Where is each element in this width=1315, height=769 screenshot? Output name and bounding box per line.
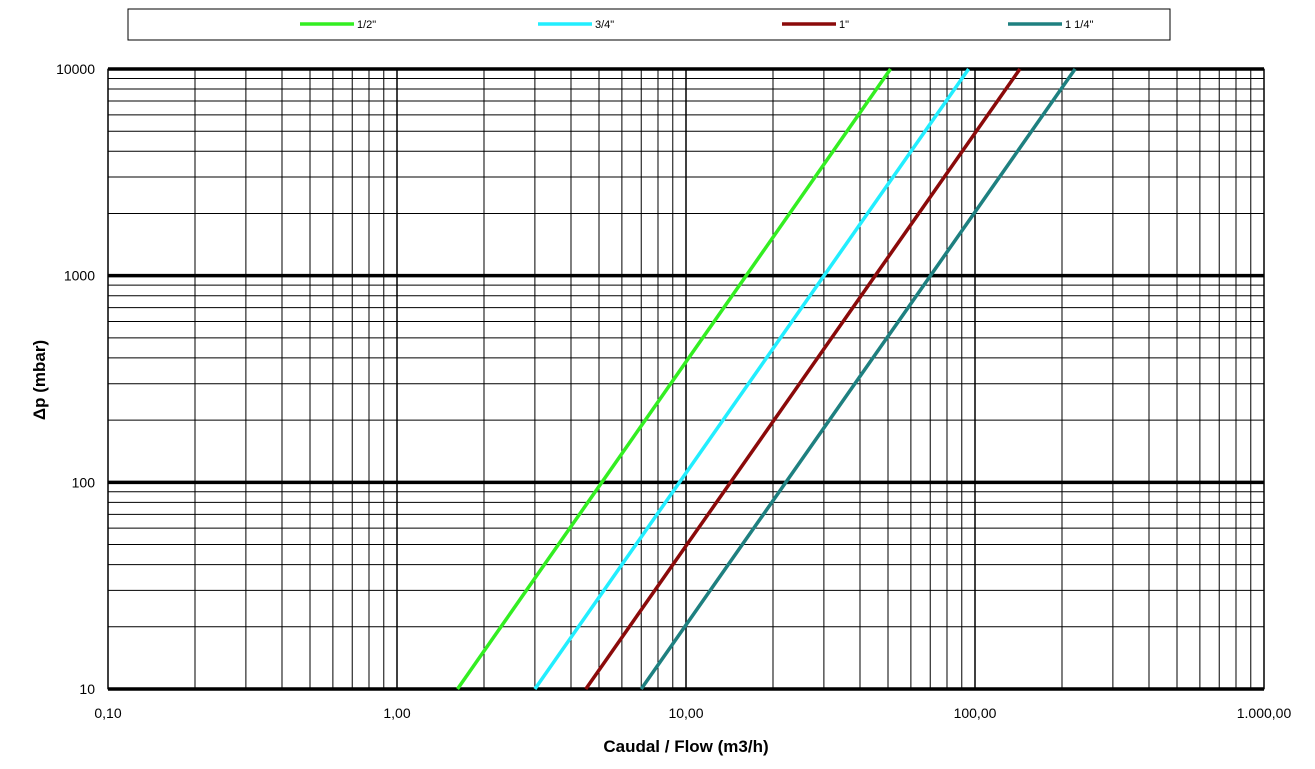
x-tick-label: 0,10 xyxy=(94,705,121,721)
series-lines xyxy=(456,67,1077,691)
legend-label: 3/4" xyxy=(595,19,614,31)
legend-label: 1 1/4" xyxy=(1065,19,1093,31)
plot-area-frame xyxy=(107,68,1265,690)
x-tick-label: 100,00 xyxy=(954,705,997,721)
y-tick-label: 1000 xyxy=(64,268,95,284)
y-tick-label: 10000 xyxy=(56,61,95,77)
x-tick-labels: 0,10 1,00 10,00 100,00 1.000,00 xyxy=(94,705,1291,721)
y-tick-label: 100 xyxy=(72,474,96,490)
major-grid xyxy=(107,67,1265,691)
legend: 1/2" 3/4" 1" 1 1/4" xyxy=(127,8,1171,41)
y-tick-label: 10 xyxy=(79,681,95,697)
x-tick-label: 1.000,00 xyxy=(1237,705,1292,721)
x-axis-title: Caudal / Flow (m3/h) xyxy=(603,737,768,756)
legend-label: 1/2" xyxy=(357,19,376,31)
series-line xyxy=(533,67,971,691)
x-tick-label: 1,00 xyxy=(383,705,410,721)
series-line xyxy=(639,67,1077,691)
y-axis-title: Δp (mbar) xyxy=(30,340,49,420)
y-tick-labels: 10 100 1000 10000 xyxy=(56,61,95,697)
series-line xyxy=(456,67,892,691)
x-tick-label: 10,00 xyxy=(668,705,703,721)
series-line xyxy=(584,67,1022,691)
legend-label: 1" xyxy=(839,19,849,31)
